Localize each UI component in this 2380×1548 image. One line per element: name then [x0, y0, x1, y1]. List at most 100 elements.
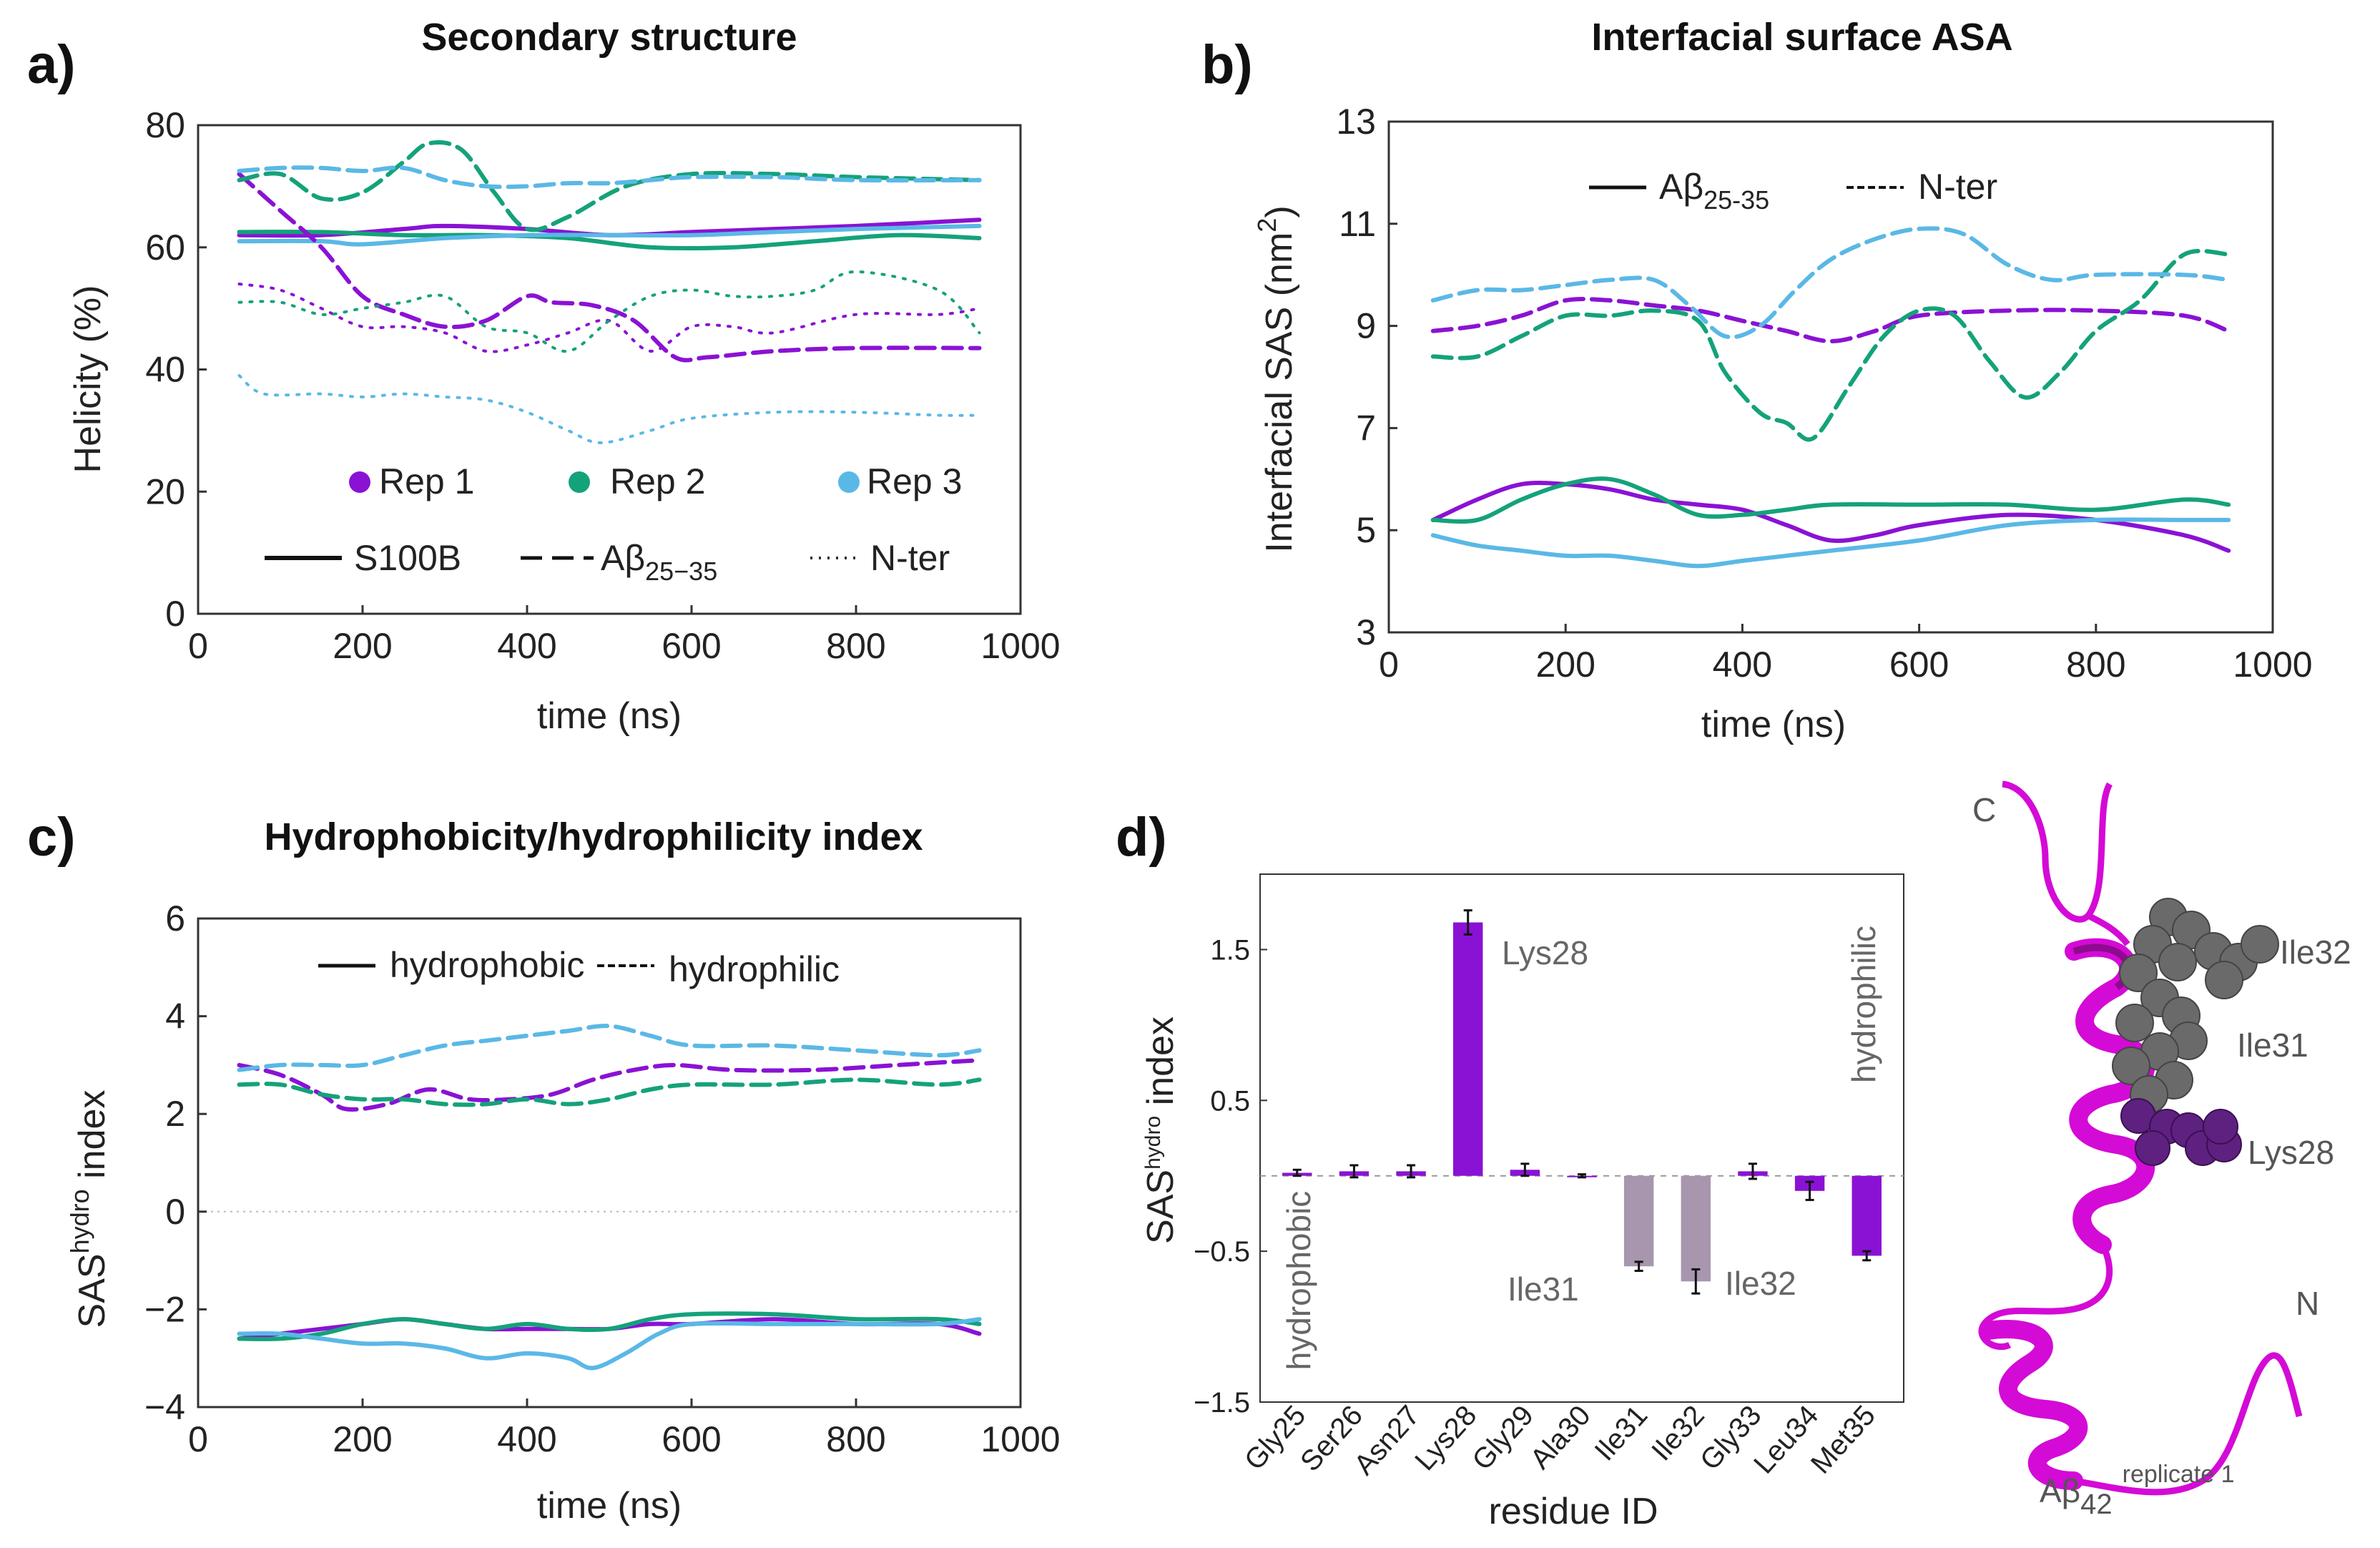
panel-a-legend: Rep 1 Rep 2 Rep 3 S100B Aβ25−35 N-ter	[265, 461, 962, 586]
x-tick-label: 800	[2066, 645, 2125, 685]
bar-category-label: Asn27	[1348, 1400, 1426, 1481]
residue-label-ile31: Ile31	[2237, 1027, 2308, 1064]
series-line	[237, 223, 982, 247]
bar-category-label: Ala30	[1525, 1400, 1597, 1475]
bar	[1852, 1175, 1882, 1256]
panel-a: a) Secondary structure 0 200 400 600 800 1000…	[27, 16, 1061, 737]
series-line	[237, 1058, 982, 1112]
bar-category-label: Gly29	[1466, 1400, 1540, 1476]
bar-annotation-hydrophobic: hydrophobic	[1280, 1191, 1317, 1371]
y-tick-label: −4	[144, 1387, 185, 1427]
panel-b-label: b)	[1201, 34, 1253, 95]
x-tick-label: 0	[188, 626, 208, 666]
y-tick-label: 11	[1339, 204, 1376, 244]
series-line	[1430, 517, 2231, 569]
legend-b-nter-label: N-ter	[1918, 167, 1997, 207]
legend-rep2-label: Rep 2	[610, 461, 705, 501]
legend-rep1-marker	[349, 471, 370, 493]
x-tick-label: 200	[1535, 645, 1595, 685]
y-tick-label: 0	[165, 1192, 185, 1232]
bar	[1681, 1175, 1711, 1282]
bar-plot-frame	[1259, 873, 1904, 1403]
bar-annotation-lys28: Lys28	[1502, 934, 1588, 971]
x-tick-label: 400	[1713, 645, 1772, 685]
y-tick-label: 20	[145, 471, 185, 511]
series-line	[237, 1077, 982, 1107]
series-line	[237, 1311, 982, 1341]
panel-b-ylabel: Interfacial SAS (nm2)	[1252, 205, 1300, 552]
terminus-c-label: C	[1972, 791, 1996, 828]
ribbon-mid-coil	[1978, 1243, 2113, 1351]
x-tick-label: 400	[497, 626, 556, 666]
ribbon-c-coil	[2002, 780, 2113, 923]
x-tick-label: 800	[826, 1419, 885, 1459]
bar-y-tick-label: −1.5	[1194, 1387, 1250, 1419]
x-tick-label: 200	[333, 1419, 392, 1459]
panel-a-ylabel: Helicity (%)	[67, 285, 109, 474]
panel-b-xlabel: time (ns)	[1701, 704, 1846, 745]
y-tick-label: 40	[145, 350, 185, 390]
residue-label-lys28: Lys28	[2248, 1134, 2334, 1171]
x-tick-label: 1000	[980, 1419, 1060, 1459]
plot-frame	[1387, 120, 2274, 634]
x-tick-label: 1000	[2233, 645, 2312, 685]
panel-c-xlabel: time (ns)	[537, 1485, 682, 1527]
x-tick-label: 0	[188, 1419, 208, 1459]
series-line	[237, 140, 982, 232]
panel-c: c) Hydrophobicity/hydrophilicity index 0…	[27, 807, 1061, 1527]
y-tick-label: 9	[1356, 306, 1376, 346]
terminus-n-label: N	[2296, 1285, 2319, 1322]
x-tick-label: 200	[333, 626, 392, 666]
plot-a: 0 200 400 600 800 1000 0 20 40 60 80	[145, 105, 1060, 666]
y-tick-label: 3	[1356, 612, 1376, 652]
x-tick-label: 600	[662, 1419, 721, 1459]
bar-y-tick-label: 0.5	[1210, 1085, 1250, 1117]
ribbon-link	[2086, 912, 2130, 946]
legend-rep2-marker	[569, 471, 590, 493]
sphere-atom-ile	[2241, 925, 2279, 964]
legend-abeta-label: Aβ25−35	[601, 538, 717, 586]
plot-c: 0 200 400 600 800 1000 −4 −2 0 2 4 6	[144, 898, 1061, 1459]
series-line	[1430, 226, 2231, 340]
legend-rep3-label: Rep 3	[867, 461, 962, 501]
bar-category-label: Ile31	[1589, 1400, 1654, 1467]
y-tick-label: 7	[1356, 408, 1376, 448]
panel-a-title: Secondary structure	[421, 16, 797, 59]
series-line	[237, 230, 982, 251]
y-tick-label: 80	[145, 105, 185, 145]
ribbon-lower-helix	[1979, 1320, 2088, 1490]
y-tick-label: −2	[144, 1289, 185, 1329]
bar	[1453, 922, 1483, 1176]
panel-c-title: Hydrophobicity/hydrophilicity index	[264, 815, 923, 858]
x-tick-label: 800	[826, 626, 885, 666]
sphere-atom-lys	[2135, 1130, 2170, 1166]
series-line	[1430, 248, 2231, 442]
sphere-atom-ile	[2119, 954, 2158, 992]
sphere-atom-ile	[2112, 1047, 2150, 1085]
legend-rep1-label: Rep 1	[379, 461, 474, 501]
series-line	[237, 1317, 982, 1371]
panel-d-xlabel: residue ID	[1489, 1491, 1658, 1532]
sphere-atom-lys	[2203, 1109, 2238, 1145]
series-line	[1430, 481, 2231, 553]
series-line	[1430, 476, 2231, 524]
sphere-atom-ile	[2115, 1004, 2154, 1042]
series-line	[237, 270, 981, 353]
series-line	[237, 165, 982, 190]
y-tick-label: 60	[145, 227, 185, 268]
panel-d: d) −1.5−0.50.51.5Gly25Ser26Asn27Lys28Gly…	[1116, 807, 1904, 1532]
panel-b-legend: Aβ25-35 N-ter	[1589, 167, 1997, 215]
bar	[1623, 1175, 1654, 1267]
bar-annotation-ile31: Ile31	[1508, 1270, 1579, 1308]
bar-category-label: Lys28	[1409, 1400, 1482, 1477]
x-tick-label: 0	[1379, 645, 1399, 685]
legend-c-hydrophilic-label: hydrophilic	[669, 949, 840, 989]
series-line	[237, 1024, 982, 1072]
series-line	[237, 172, 982, 363]
bar-annotation-ile32: Ile32	[1725, 1265, 1796, 1302]
molecule-caption: Aβ42replicate 1	[2040, 1461, 2235, 1520]
residue-label-ile32: Ile32	[2280, 934, 2351, 971]
plot-frame	[197, 917, 1022, 1409]
bar-y-tick-label: 1.5	[1210, 934, 1250, 966]
